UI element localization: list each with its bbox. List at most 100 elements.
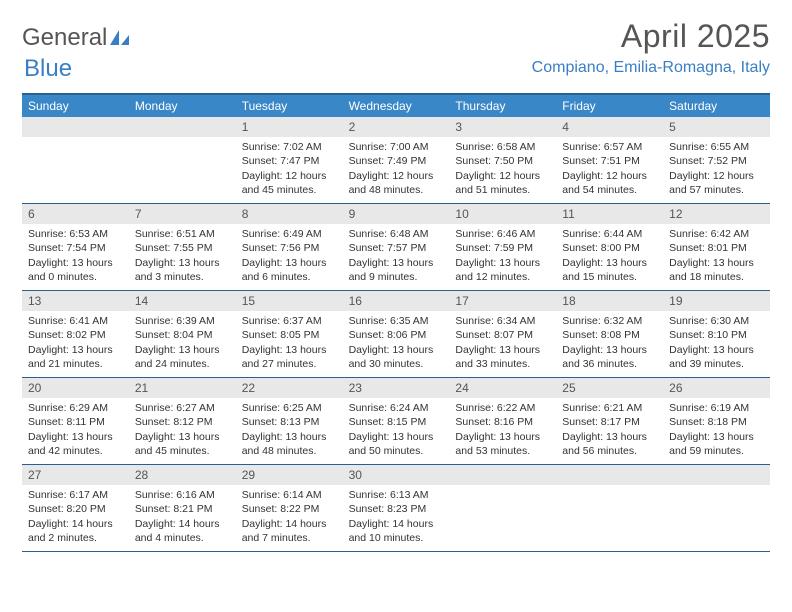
sunrise-line: Sunrise: 6:13 AM [349, 488, 444, 502]
daylight-line: Daylight: 13 hours and 9 minutes. [349, 256, 444, 284]
sunrise-line: Sunrise: 6:22 AM [455, 401, 550, 415]
day-body: Sunrise: 6:44 AMSunset: 8:00 PMDaylight:… [556, 224, 663, 288]
week-row: 6Sunrise: 6:53 AMSunset: 7:54 PMDaylight… [22, 204, 770, 291]
sunset-line: Sunset: 8:05 PM [242, 328, 337, 342]
brand-logo: General [22, 18, 133, 52]
day-number: 13 [22, 291, 129, 311]
sunset-line: Sunset: 8:01 PM [669, 241, 764, 255]
day-cell: 21Sunrise: 6:27 AMSunset: 8:12 PMDayligh… [129, 378, 236, 464]
day-body: Sunrise: 6:39 AMSunset: 8:04 PMDaylight:… [129, 311, 236, 375]
day-cell: 6Sunrise: 6:53 AMSunset: 7:54 PMDaylight… [22, 204, 129, 290]
sunset-line: Sunset: 8:22 PM [242, 502, 337, 516]
day-number: 30 [343, 465, 450, 485]
daylight-line: Daylight: 12 hours and 45 minutes. [242, 169, 337, 197]
day-number: 5 [663, 117, 770, 137]
day-body: Sunrise: 6:41 AMSunset: 8:02 PMDaylight:… [22, 311, 129, 375]
daylight-line: Daylight: 14 hours and 7 minutes. [242, 517, 337, 545]
day-body: Sunrise: 6:22 AMSunset: 8:16 PMDaylight:… [449, 398, 556, 462]
day-number: 15 [236, 291, 343, 311]
sunset-line: Sunset: 8:17 PM [562, 415, 657, 429]
day-number: 29 [236, 465, 343, 485]
day-cell: 1Sunrise: 7:02 AMSunset: 7:47 PMDaylight… [236, 117, 343, 203]
daylight-line: Daylight: 13 hours and 39 minutes. [669, 343, 764, 371]
day-cell: 12Sunrise: 6:42 AMSunset: 8:01 PMDayligh… [663, 204, 770, 290]
day-cell: 14Sunrise: 6:39 AMSunset: 8:04 PMDayligh… [129, 291, 236, 377]
daylight-line: Daylight: 14 hours and 10 minutes. [349, 517, 444, 545]
sunrise-line: Sunrise: 6:29 AM [28, 401, 123, 415]
day-number [22, 117, 129, 137]
sunrise-line: Sunrise: 6:35 AM [349, 314, 444, 328]
day-number: 24 [449, 378, 556, 398]
sunset-line: Sunset: 7:56 PM [242, 241, 337, 255]
daylight-line: Daylight: 12 hours and 48 minutes. [349, 169, 444, 197]
sunset-line: Sunset: 7:54 PM [28, 241, 123, 255]
day-body: Sunrise: 6:27 AMSunset: 8:12 PMDaylight:… [129, 398, 236, 462]
sunset-line: Sunset: 8:20 PM [28, 502, 123, 516]
sunrise-line: Sunrise: 6:19 AM [669, 401, 764, 415]
day-number: 7 [129, 204, 236, 224]
day-cell: 20Sunrise: 6:29 AMSunset: 8:11 PMDayligh… [22, 378, 129, 464]
daylight-line: Daylight: 13 hours and 3 minutes. [135, 256, 230, 284]
day-number: 21 [129, 378, 236, 398]
sunrise-line: Sunrise: 6:32 AM [562, 314, 657, 328]
day-body: Sunrise: 6:51 AMSunset: 7:55 PMDaylight:… [129, 224, 236, 288]
daylight-line: Daylight: 13 hours and 50 minutes. [349, 430, 444, 458]
sunrise-line: Sunrise: 6:17 AM [28, 488, 123, 502]
dow-header-cell: Saturday [663, 95, 770, 117]
dow-header-cell: Monday [129, 95, 236, 117]
daylight-line: Daylight: 13 hours and 42 minutes. [28, 430, 123, 458]
day-cell: 16Sunrise: 6:35 AMSunset: 8:06 PMDayligh… [343, 291, 450, 377]
day-number: 18 [556, 291, 663, 311]
daylight-line: Daylight: 13 hours and 12 minutes. [455, 256, 550, 284]
day-number: 20 [22, 378, 129, 398]
day-number: 25 [556, 378, 663, 398]
sunrise-line: Sunrise: 6:55 AM [669, 140, 764, 154]
day-body: Sunrise: 6:35 AMSunset: 8:06 PMDaylight:… [343, 311, 450, 375]
day-cell: 29Sunrise: 6:14 AMSunset: 8:22 PMDayligh… [236, 465, 343, 551]
sunset-line: Sunset: 7:57 PM [349, 241, 444, 255]
brand-part2: Blue [24, 55, 72, 82]
day-body: Sunrise: 6:21 AMSunset: 8:17 PMDaylight:… [556, 398, 663, 462]
daylight-line: Daylight: 13 hours and 24 minutes. [135, 343, 230, 371]
week-row: 13Sunrise: 6:41 AMSunset: 8:02 PMDayligh… [22, 291, 770, 378]
day-cell: 9Sunrise: 6:48 AMSunset: 7:57 PMDaylight… [343, 204, 450, 290]
day-body: Sunrise: 6:49 AMSunset: 7:56 PMDaylight:… [236, 224, 343, 288]
day-number: 26 [663, 378, 770, 398]
day-body: Sunrise: 6:55 AMSunset: 7:52 PMDaylight:… [663, 137, 770, 201]
day-number: 28 [129, 465, 236, 485]
daylight-line: Daylight: 13 hours and 36 minutes. [562, 343, 657, 371]
day-number: 9 [343, 204, 450, 224]
dow-header-cell: Wednesday [343, 95, 450, 117]
day-cell: 5Sunrise: 6:55 AMSunset: 7:52 PMDaylight… [663, 117, 770, 203]
day-number [449, 465, 556, 485]
day-body: Sunrise: 6:37 AMSunset: 8:05 PMDaylight:… [236, 311, 343, 375]
daylight-line: Daylight: 13 hours and 45 minutes. [135, 430, 230, 458]
empty-cell [556, 465, 663, 551]
sail-icon [109, 29, 131, 47]
empty-cell [22, 117, 129, 203]
sunset-line: Sunset: 8:12 PM [135, 415, 230, 429]
day-body: Sunrise: 6:13 AMSunset: 8:23 PMDaylight:… [343, 485, 450, 549]
day-cell: 28Sunrise: 6:16 AMSunset: 8:21 PMDayligh… [129, 465, 236, 551]
sunset-line: Sunset: 8:00 PM [562, 241, 657, 255]
daylight-line: Daylight: 13 hours and 59 minutes. [669, 430, 764, 458]
day-number: 27 [22, 465, 129, 485]
day-cell: 24Sunrise: 6:22 AMSunset: 8:16 PMDayligh… [449, 378, 556, 464]
daylight-line: Daylight: 13 hours and 30 minutes. [349, 343, 444, 371]
day-cell: 27Sunrise: 6:17 AMSunset: 8:20 PMDayligh… [22, 465, 129, 551]
sunset-line: Sunset: 7:49 PM [349, 154, 444, 168]
dow-header-cell: Sunday [22, 95, 129, 117]
sunset-line: Sunset: 7:51 PM [562, 154, 657, 168]
daylight-line: Daylight: 13 hours and 53 minutes. [455, 430, 550, 458]
day-body: Sunrise: 6:17 AMSunset: 8:20 PMDaylight:… [22, 485, 129, 549]
daylight-line: Daylight: 12 hours and 54 minutes. [562, 169, 657, 197]
day-number: 11 [556, 204, 663, 224]
sunset-line: Sunset: 8:06 PM [349, 328, 444, 342]
day-number [663, 465, 770, 485]
sunrise-line: Sunrise: 6:53 AM [28, 227, 123, 241]
day-cell: 25Sunrise: 6:21 AMSunset: 8:17 PMDayligh… [556, 378, 663, 464]
daylight-line: Daylight: 13 hours and 0 minutes. [28, 256, 123, 284]
day-cell: 30Sunrise: 6:13 AMSunset: 8:23 PMDayligh… [343, 465, 450, 551]
day-body: Sunrise: 7:00 AMSunset: 7:49 PMDaylight:… [343, 137, 450, 201]
empty-cell [663, 465, 770, 551]
